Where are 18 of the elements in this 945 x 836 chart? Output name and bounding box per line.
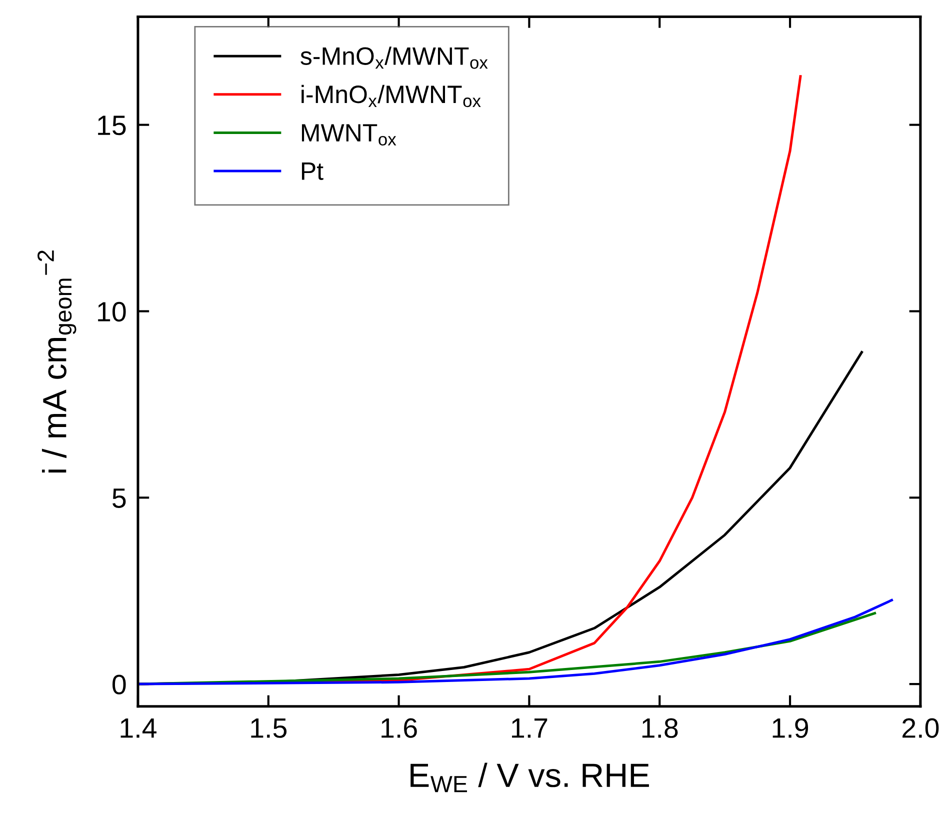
y-axis-title: i / mA cm$_{geom}$$^{−2}$ [38,250,76,473]
x-tick-label: 1.4 [120,718,156,738]
x-tick-label: 2.0 [902,718,939,738]
x-tick-label: 1.7 [512,718,548,738]
y-tick-label: 15 [98,116,126,136]
x-tick-label: 1.9 [772,718,808,738]
legend-label: s-MnO$_{x}$/MWNT$_{ox}$ [300,46,488,69]
y-tick-label: 10 [98,302,126,322]
x-tick-label: 1.5 [251,718,287,738]
legend-label: MWNT$_{ox}$ [302,124,396,146]
line-series [138,598,893,686]
x-tick-label: 1.6 [382,718,417,738]
legend-label: Pt [302,162,324,180]
y-tick-label: 0 [112,674,126,694]
legend-label: i-MnO$_{x}$/MWNT$_{ox}$ [302,84,481,108]
y-tick-label: 5 [112,488,126,508]
x-tick-label: 1.8 [642,718,678,738]
x-axis-title: E$_{WE}$ / V vs. RHE [410,762,649,792]
